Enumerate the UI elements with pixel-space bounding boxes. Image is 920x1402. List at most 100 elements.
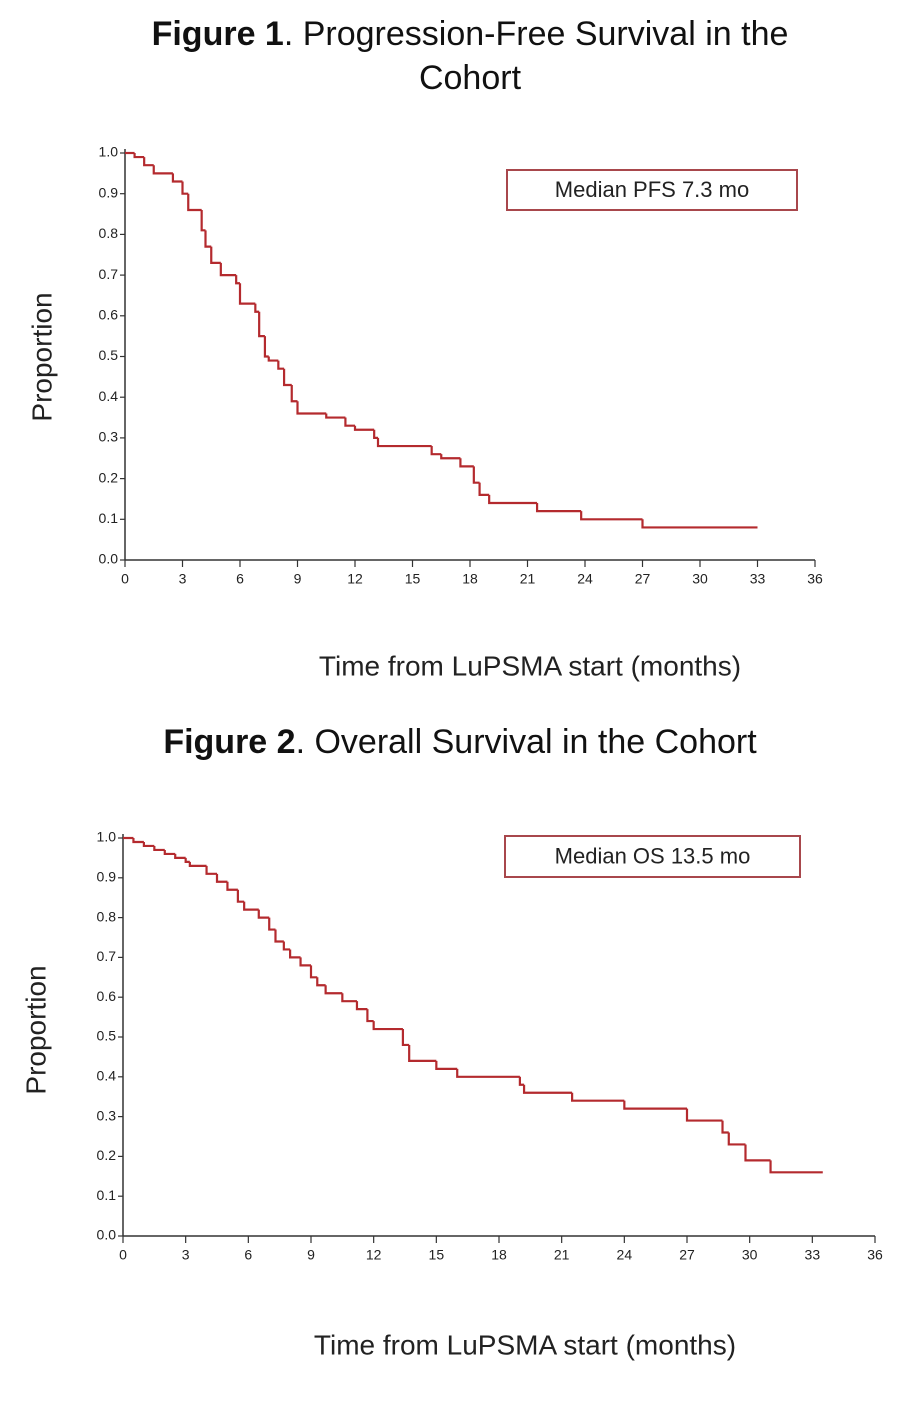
annotation-box: [506, 169, 798, 211]
survival-step: [163, 849, 176, 856]
annotation: Median OS 13.5 mo: [555, 843, 751, 868]
survival-step: [274, 929, 284, 943]
survival-step: [355, 1001, 368, 1011]
y-tick-label: 0.8: [97, 908, 117, 924]
x-tick-label: 0: [121, 571, 129, 587]
x-tick-label: 18: [462, 571, 478, 587]
survival-step: [459, 458, 474, 468]
survival-step: [518, 1076, 525, 1086]
survival-step: [376, 437, 432, 448]
survival-step: [187, 193, 202, 212]
survival-step: [142, 841, 155, 848]
survival-step: [535, 503, 582, 513]
x-tick-label: 18: [491, 1247, 507, 1263]
x-tick-label: 33: [750, 571, 766, 587]
survival-step: [143, 157, 154, 167]
title-figure-label: Figure 1: [151, 15, 284, 53]
survival-step: [522, 1084, 573, 1094]
title-text: . Overall Survival in the Cohort: [295, 723, 757, 761]
survival-step: [472, 466, 480, 484]
y-tick-label: 0.0: [99, 551, 119, 567]
y-tick-label: 0.3: [97, 1107, 117, 1123]
survival-step: [133, 153, 145, 159]
survival-step: [408, 1044, 437, 1062]
survival-step: [372, 1021, 403, 1031]
y-tick-label: 0.4: [97, 1068, 117, 1084]
y-tick-label: 0.2: [99, 469, 119, 485]
survival-step: [641, 519, 758, 529]
y-axis-label: Proportion: [20, 965, 51, 1094]
y-tick-label: 0.4: [99, 388, 119, 404]
survival-step: [456, 1068, 520, 1078]
survival-step: [268, 917, 276, 931]
survival-step: [366, 1009, 374, 1023]
y-tick-label: 0.9: [97, 869, 117, 885]
y-tick-label: 0.8: [99, 225, 119, 241]
survival-step: [341, 993, 357, 1003]
y-tick-label: 0.6: [99, 307, 119, 323]
y-tick-label: 0.9: [99, 184, 119, 200]
survival-step: [290, 384, 298, 403]
survival-step: [401, 1029, 410, 1047]
y-tick-label: 1.0: [97, 829, 117, 845]
survival-step: [296, 401, 327, 415]
survival-step: [571, 1092, 625, 1102]
chart-title: Figure 2. Overall Survival in the Cohort: [60, 720, 860, 764]
y-tick-label: 0.5: [99, 347, 119, 363]
survival-step: [744, 1144, 771, 1162]
title-figure-label: Figure 2: [163, 723, 296, 761]
y-tick-label: 0.6: [97, 988, 117, 1004]
survival-step: [215, 873, 228, 883]
survival-step: [210, 246, 221, 264]
survival-step: [219, 262, 237, 277]
survival-step: [623, 1100, 687, 1110]
survival-step: [174, 853, 186, 859]
survival-step: [727, 1132, 746, 1146]
survival-step: [289, 949, 301, 959]
annotation-box: [504, 835, 801, 878]
survival-step: [171, 173, 183, 183]
x-tick-label: 21: [520, 571, 536, 587]
x-tick-label: 24: [577, 571, 593, 587]
survival-step: [282, 941, 291, 951]
survival-step: [267, 356, 279, 362]
survival-step: [200, 209, 206, 232]
survival-step: [685, 1108, 723, 1122]
x-tick-label: 12: [347, 571, 363, 587]
x-tick-label: 15: [429, 1247, 445, 1263]
x-tick-label: 27: [635, 571, 651, 587]
survival-step: [488, 494, 538, 505]
x-tick-label: 33: [805, 1247, 821, 1263]
survival-step: [309, 965, 318, 979]
survival-step: [430, 446, 442, 456]
x-tick-label: 36: [867, 1247, 883, 1263]
x-tick-label: 9: [307, 1247, 315, 1263]
x-tick-label: 21: [554, 1247, 570, 1263]
survival-step: [344, 417, 355, 427]
survival-step: [580, 511, 643, 521]
x-tick-label: 12: [366, 1247, 382, 1263]
survival-step: [226, 881, 238, 891]
survival-step: [299, 957, 311, 967]
survival-step: [257, 909, 270, 919]
x-tick-label: 3: [179, 571, 187, 587]
survival-step: [235, 275, 240, 285]
survival-step: [188, 861, 207, 867]
survival-step: [282, 368, 292, 387]
survival-step: [721, 1120, 729, 1134]
survival-step: [132, 838, 144, 844]
y-tick-label: 1.0: [99, 144, 119, 160]
survival-step: [324, 985, 343, 995]
survival-step: [204, 230, 212, 248]
survival-step: [236, 889, 245, 903]
chart-title: Figure 1. Progression-Free Survival in t…: [110, 12, 830, 100]
y-tick-label: 0.5: [97, 1028, 117, 1044]
survival-step: [153, 845, 165, 852]
x-tick-label: 6: [244, 1247, 252, 1263]
x-tick-label: 6: [236, 571, 244, 587]
x-tick-label: 24: [617, 1247, 633, 1263]
survival-step: [316, 977, 326, 987]
survival-step: [353, 425, 375, 431]
